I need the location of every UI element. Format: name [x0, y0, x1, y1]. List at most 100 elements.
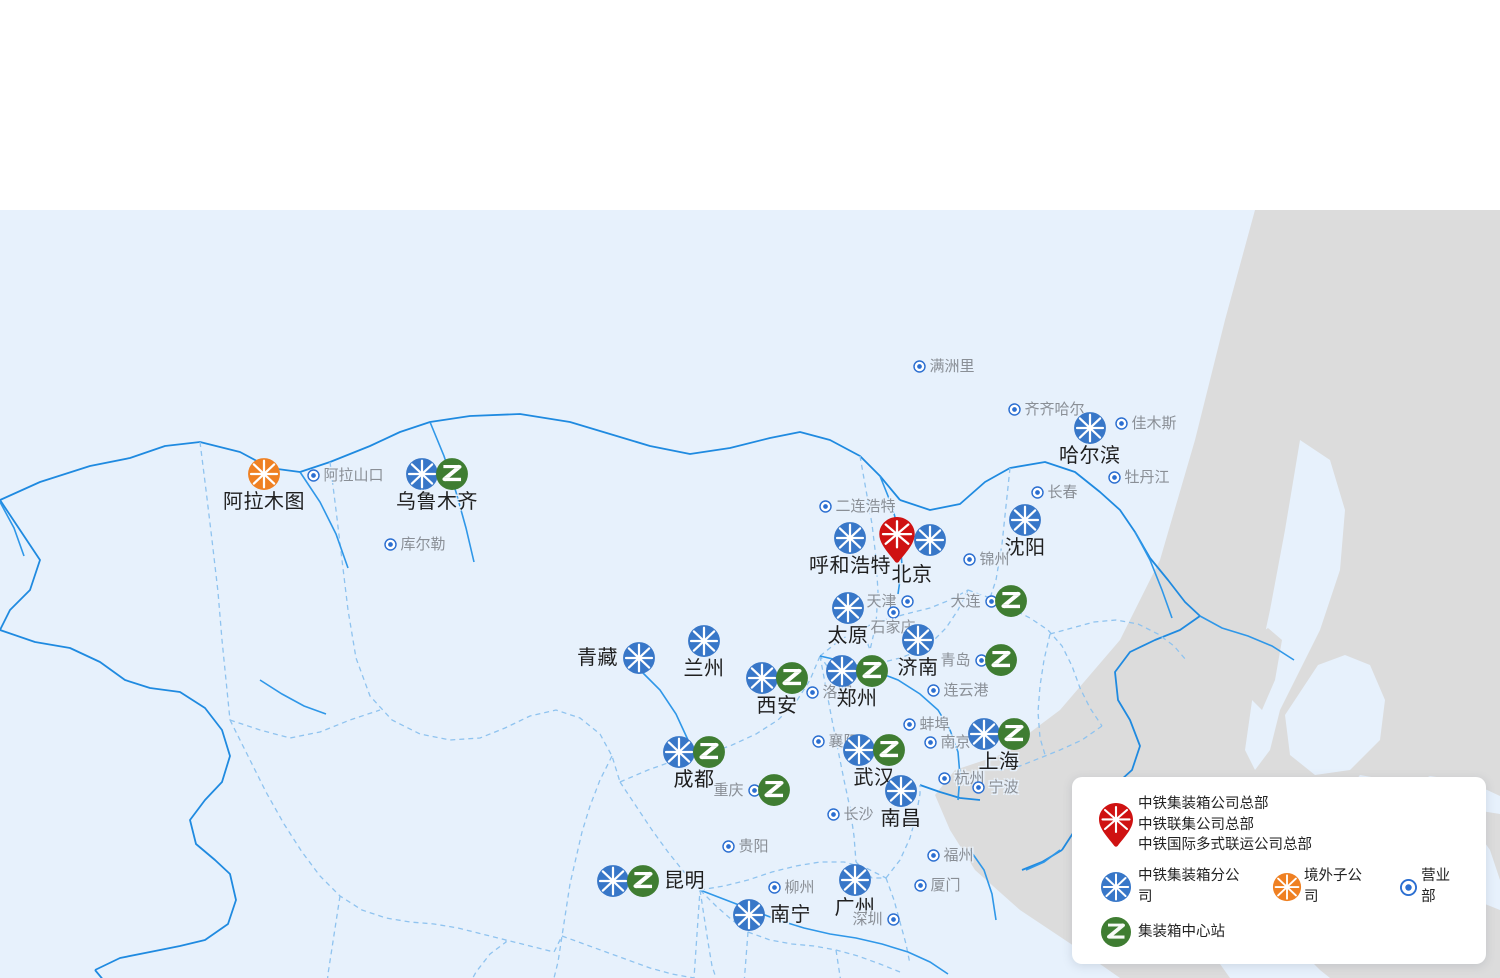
marker-label: 二连浩特: [835, 497, 896, 515]
map-marker-16[interactable]: 大连: [951, 584, 1028, 618]
map-marker-6[interactable]: 佳木斯: [1114, 416, 1177, 431]
map-marker-29[interactable]: 南京: [923, 735, 971, 750]
marker-icon-group: [1114, 416, 1128, 430]
marker-icon-group: [745, 661, 809, 695]
marker-label: 贵阳: [738, 837, 769, 855]
marker-icon-group: [1007, 402, 1021, 416]
map-marker-27[interactable]: 蚌埠: [902, 717, 950, 732]
blue-dot-marker-icon: [1030, 485, 1044, 499]
map-marker-43[interactable]: 厦门: [913, 878, 961, 893]
map-marker-12[interactable]: 呼和浩特: [809, 521, 891, 576]
marker-label: 深圳: [852, 910, 883, 928]
marker-icon-group: [662, 735, 726, 769]
blue-circle-marker-icon: [746, 662, 778, 694]
marker-label: 石家庄: [870, 618, 916, 636]
map-marker-0[interactable]: 阿拉木图: [223, 457, 305, 512]
marker-label: 南宁: [770, 904, 811, 926]
blue-dot-marker-icon: [826, 807, 840, 821]
map-marker-45[interactable]: 深圳: [853, 912, 900, 927]
marker-label: 太原: [827, 625, 869, 647]
marker-icon-group: [811, 734, 825, 748]
marker-icon-group: [926, 848, 940, 862]
map-marker-41[interactable]: 柳州: [767, 880, 815, 895]
legend-row-branch: 中铁集装箱分公司 境外子公司: [1094, 866, 1468, 908]
map-marker-5[interactable]: 齐齐哈尔: [1007, 402, 1085, 417]
map-marker-18[interactable]: 石家庄: [870, 605, 916, 636]
marker-label: 北京: [891, 564, 933, 586]
marker-icon-group: [886, 912, 900, 926]
marker-label: 大连: [950, 592, 981, 610]
map-canvas[interactable]: .sea{fill:#e7f1fc;} .foreign{fill:#dcdcd…: [0, 210, 1500, 978]
marker-label: 乌鲁木齐: [396, 491, 478, 513]
marker-label: 牡丹江: [1124, 468, 1170, 486]
map-marker-42[interactable]: 广州: [835, 863, 876, 918]
map-marker-23[interactable]: 西安: [745, 661, 809, 716]
map-marker-15[interactable]: 天津: [867, 594, 914, 609]
green-circle-marker-icon: [994, 585, 1027, 617]
map-marker-32[interactable]: 武汉: [842, 733, 906, 788]
map-marker-10[interactable]: 沈阳: [1005, 503, 1046, 558]
marker-icon-group: [838, 863, 872, 897]
map-marker-1[interactable]: 阿拉山口: [306, 466, 384, 484]
map-marker-3[interactable]: 库尔勒: [383, 535, 446, 553]
marker-label: 青藏: [577, 647, 618, 669]
map-marker-13[interactable]: 北京: [877, 516, 947, 585]
legend-center-labels: 集装箱中心站: [1138, 922, 1225, 943]
marker-icon-group: [622, 641, 656, 675]
marker-label: 西安: [756, 695, 798, 717]
map-marker-11[interactable]: 二连浩特: [818, 497, 896, 515]
map-marker-14[interactable]: 锦州: [962, 552, 1010, 567]
orange-circle-marker-icon: [1270, 872, 1304, 902]
map-marker-31[interactable]: 成都: [662, 735, 726, 790]
marker-icon-group: [247, 457, 281, 491]
map-marker-8[interactable]: 牡丹江: [1107, 468, 1170, 486]
legend-hq-labels: 中铁集装箱公司总部 中铁联集公司总部 中铁国际多式联运公司总部: [1138, 794, 1312, 857]
map-marker-9[interactable]: 长春: [1030, 485, 1078, 500]
map-marker-2[interactable]: 乌鲁木齐: [396, 457, 478, 512]
marker-icon-group: [1030, 485, 1044, 499]
map-marker-19[interactable]: 济南: [898, 623, 939, 678]
blue-dot-marker-icon: [767, 880, 781, 894]
map-marker-20[interactable]: 青岛: [941, 643, 1018, 677]
blue-circle-marker-icon: [834, 522, 866, 554]
blue-dot-marker-icon: [1107, 470, 1121, 484]
blue-dot-marker-icon: [937, 771, 951, 785]
blue-circle-marker-icon: [968, 718, 1000, 750]
map-marker-35[interactable]: 重庆: [714, 773, 791, 807]
blue-circle-marker-icon: [914, 524, 946, 556]
marker-icon-group: [1073, 411, 1107, 445]
marker-label: 长沙: [843, 805, 874, 823]
map-marker-4[interactable]: 满洲里: [912, 357, 975, 375]
map-marker-38[interactable]: 贵阳: [721, 837, 769, 855]
marker-label: 满洲里: [929, 357, 975, 375]
map-marker-40[interactable]: 昆明: [596, 864, 705, 898]
marker-label: 洛阳: [822, 683, 853, 701]
marker-label: 郑州: [836, 688, 878, 710]
blue-circle-marker-icon: [832, 592, 864, 624]
map-marker-30[interactable]: 上海: [967, 717, 1031, 772]
marker-label: 库尔勒: [400, 535, 446, 553]
marker-label: 广州: [834, 897, 876, 919]
map-marker-36[interactable]: 南昌: [881, 774, 922, 829]
marker-icon-group: [818, 499, 832, 513]
map-marker-22[interactable]: 兰州: [684, 624, 725, 679]
marker-icon-group: [886, 605, 900, 619]
blue-circle-marker-icon: [843, 734, 875, 766]
marker-label: 青岛: [940, 651, 971, 669]
map-marker-21[interactable]: 青藏: [577, 641, 656, 675]
map-marker-17[interactable]: 太原: [828, 591, 869, 646]
map-marker-7[interactable]: 哈尔滨: [1059, 411, 1121, 466]
green-circle-marker-icon: [856, 655, 888, 687]
blue-dot-marker-icon: [971, 780, 985, 794]
map-marker-37[interactable]: 长沙: [826, 805, 874, 823]
map-marker-44[interactable]: 南宁: [732, 898, 811, 932]
marker-icon-group: [926, 683, 940, 697]
map-marker-34[interactable]: 宁波: [971, 780, 1019, 795]
map-marker-25[interactable]: 郑州: [825, 654, 889, 709]
map-marker-26[interactable]: 连云港: [926, 683, 989, 698]
blue-dot-marker-icon: [805, 685, 819, 699]
marker-label: 阿拉山口: [323, 466, 384, 484]
map-marker-24[interactable]: 洛阳: [805, 683, 853, 701]
map-marker-39[interactable]: 福州: [926, 848, 974, 863]
